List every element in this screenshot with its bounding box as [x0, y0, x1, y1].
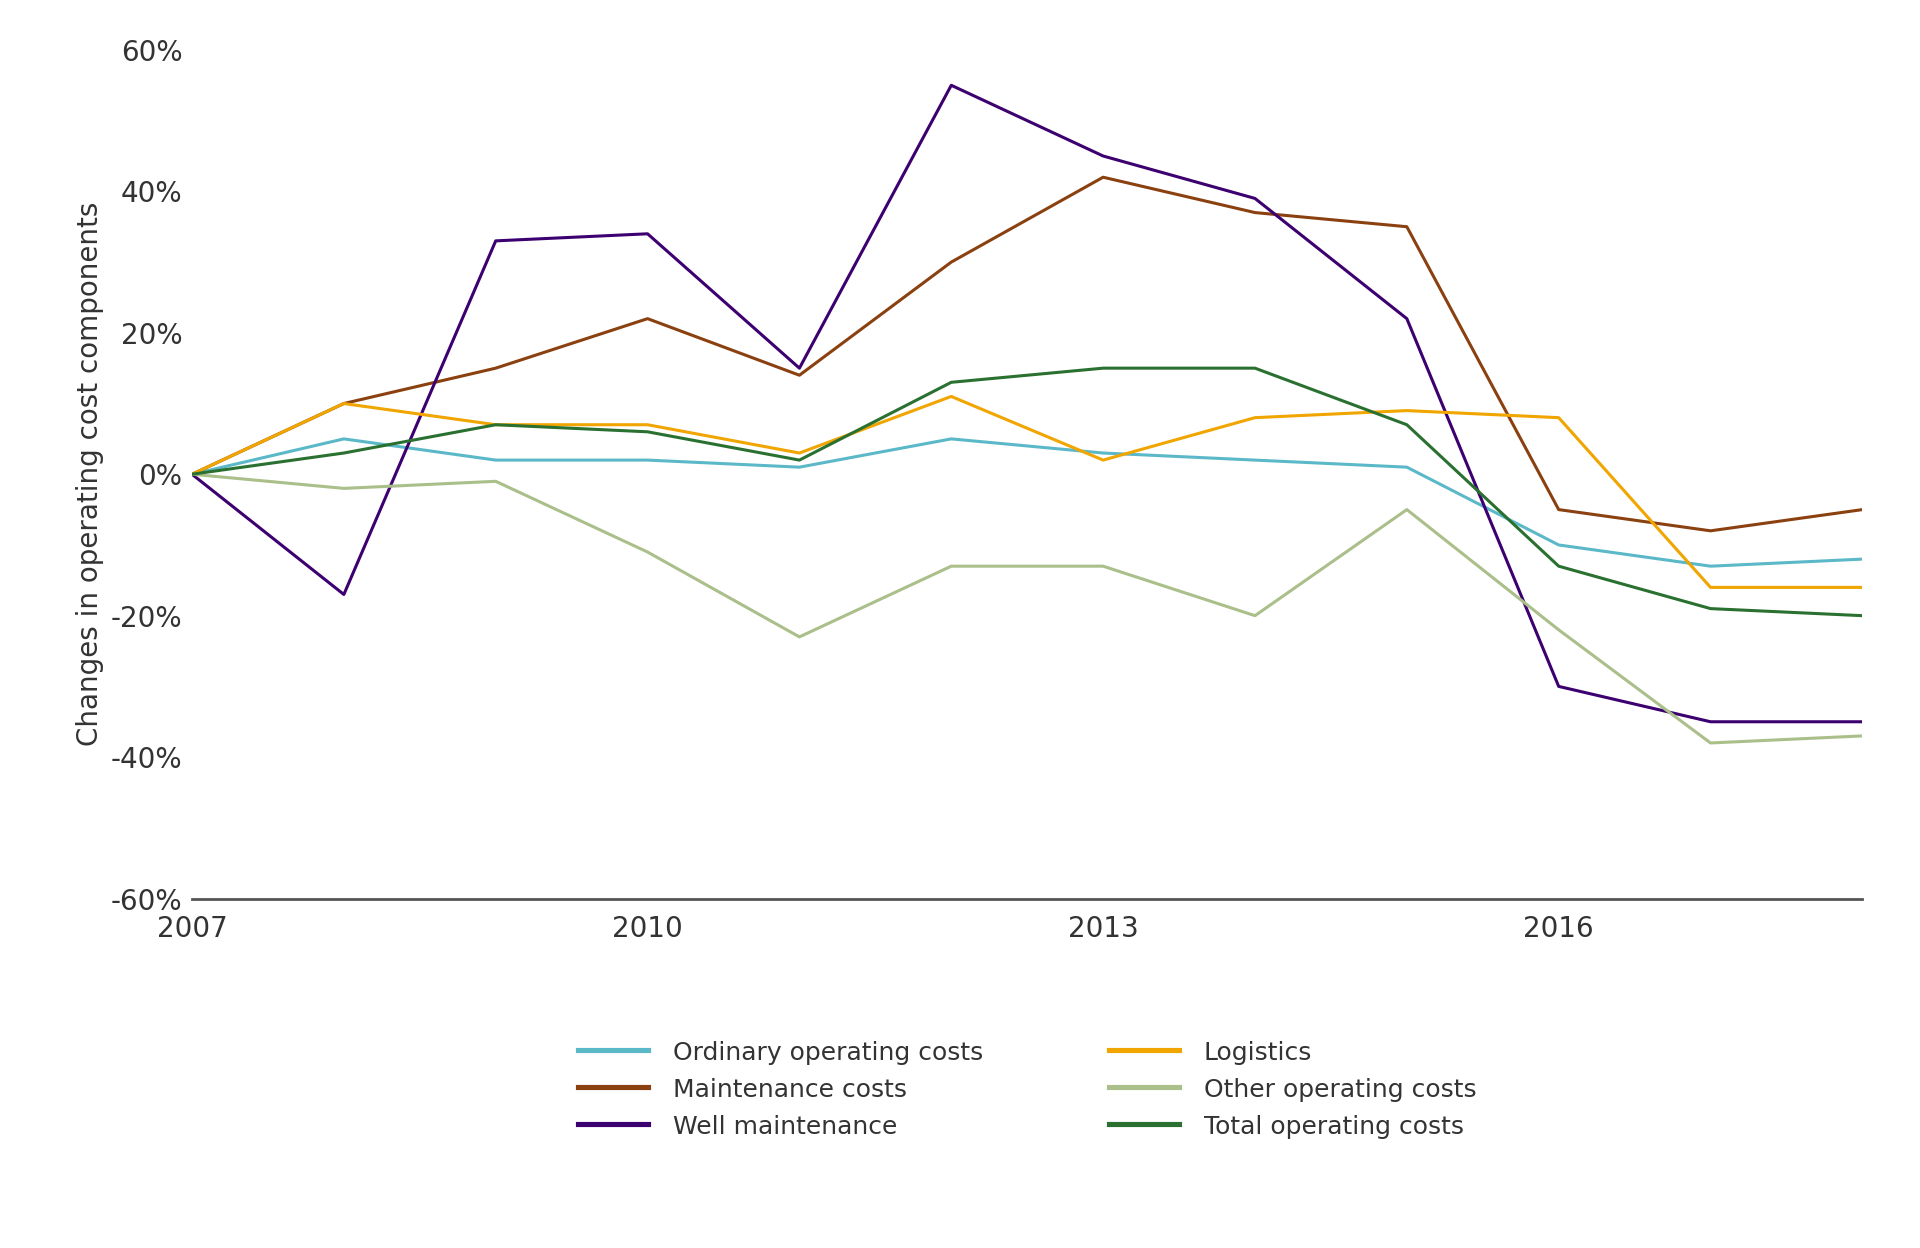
Y-axis label: Changes in operating cost components: Changes in operating cost components: [75, 202, 104, 746]
Legend: Ordinary operating costs, Maintenance costs, Well maintenance, Logistics, Other : Ordinary operating costs, Maintenance co…: [568, 1030, 1486, 1149]
